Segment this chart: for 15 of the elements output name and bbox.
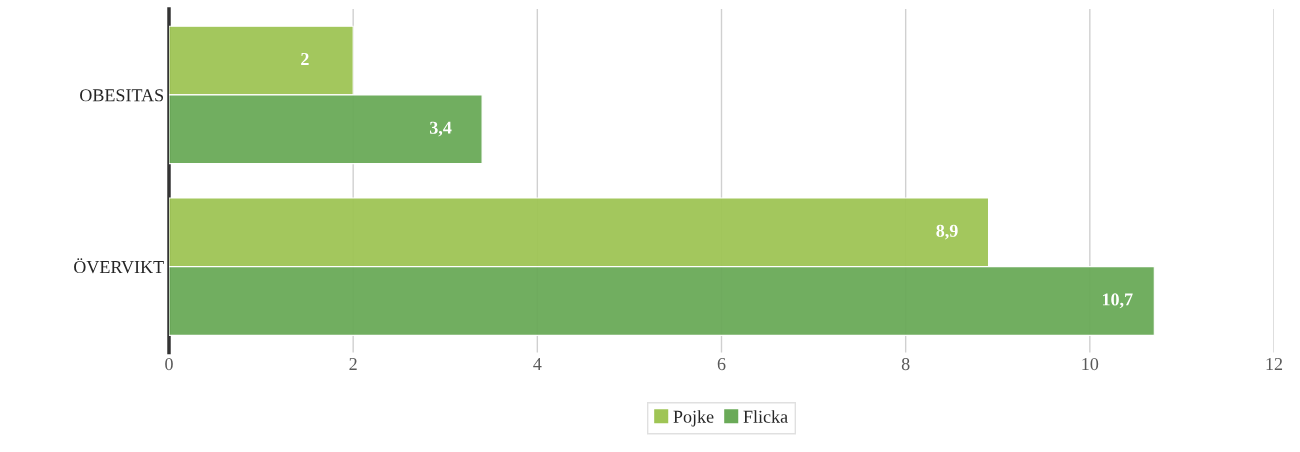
legend-label: Pojke — [673, 410, 714, 427]
y-tick-label: OBESITAS — [80, 89, 164, 102]
x-tick-label: 2 — [349, 357, 357, 370]
data-label: 10,7 — [1102, 293, 1133, 309]
x-tick-label: 4 — [533, 358, 542, 370]
x-tick-label: 12 — [1266, 357, 1283, 370]
x-tick-label: 6 — [717, 357, 726, 371]
data-label: 3,4 — [429, 121, 452, 137]
x-tick-label: 10 — [1082, 357, 1099, 371]
x-tick-label: 0 — [165, 357, 173, 371]
legend-label: Flicka — [743, 410, 788, 423]
y-tick-label: ÖVERVIKT — [74, 258, 164, 274]
data-label: 2 — [301, 52, 309, 65]
x-tick-label: 8 — [901, 357, 910, 371]
data-label: 8,9 — [936, 224, 958, 240]
